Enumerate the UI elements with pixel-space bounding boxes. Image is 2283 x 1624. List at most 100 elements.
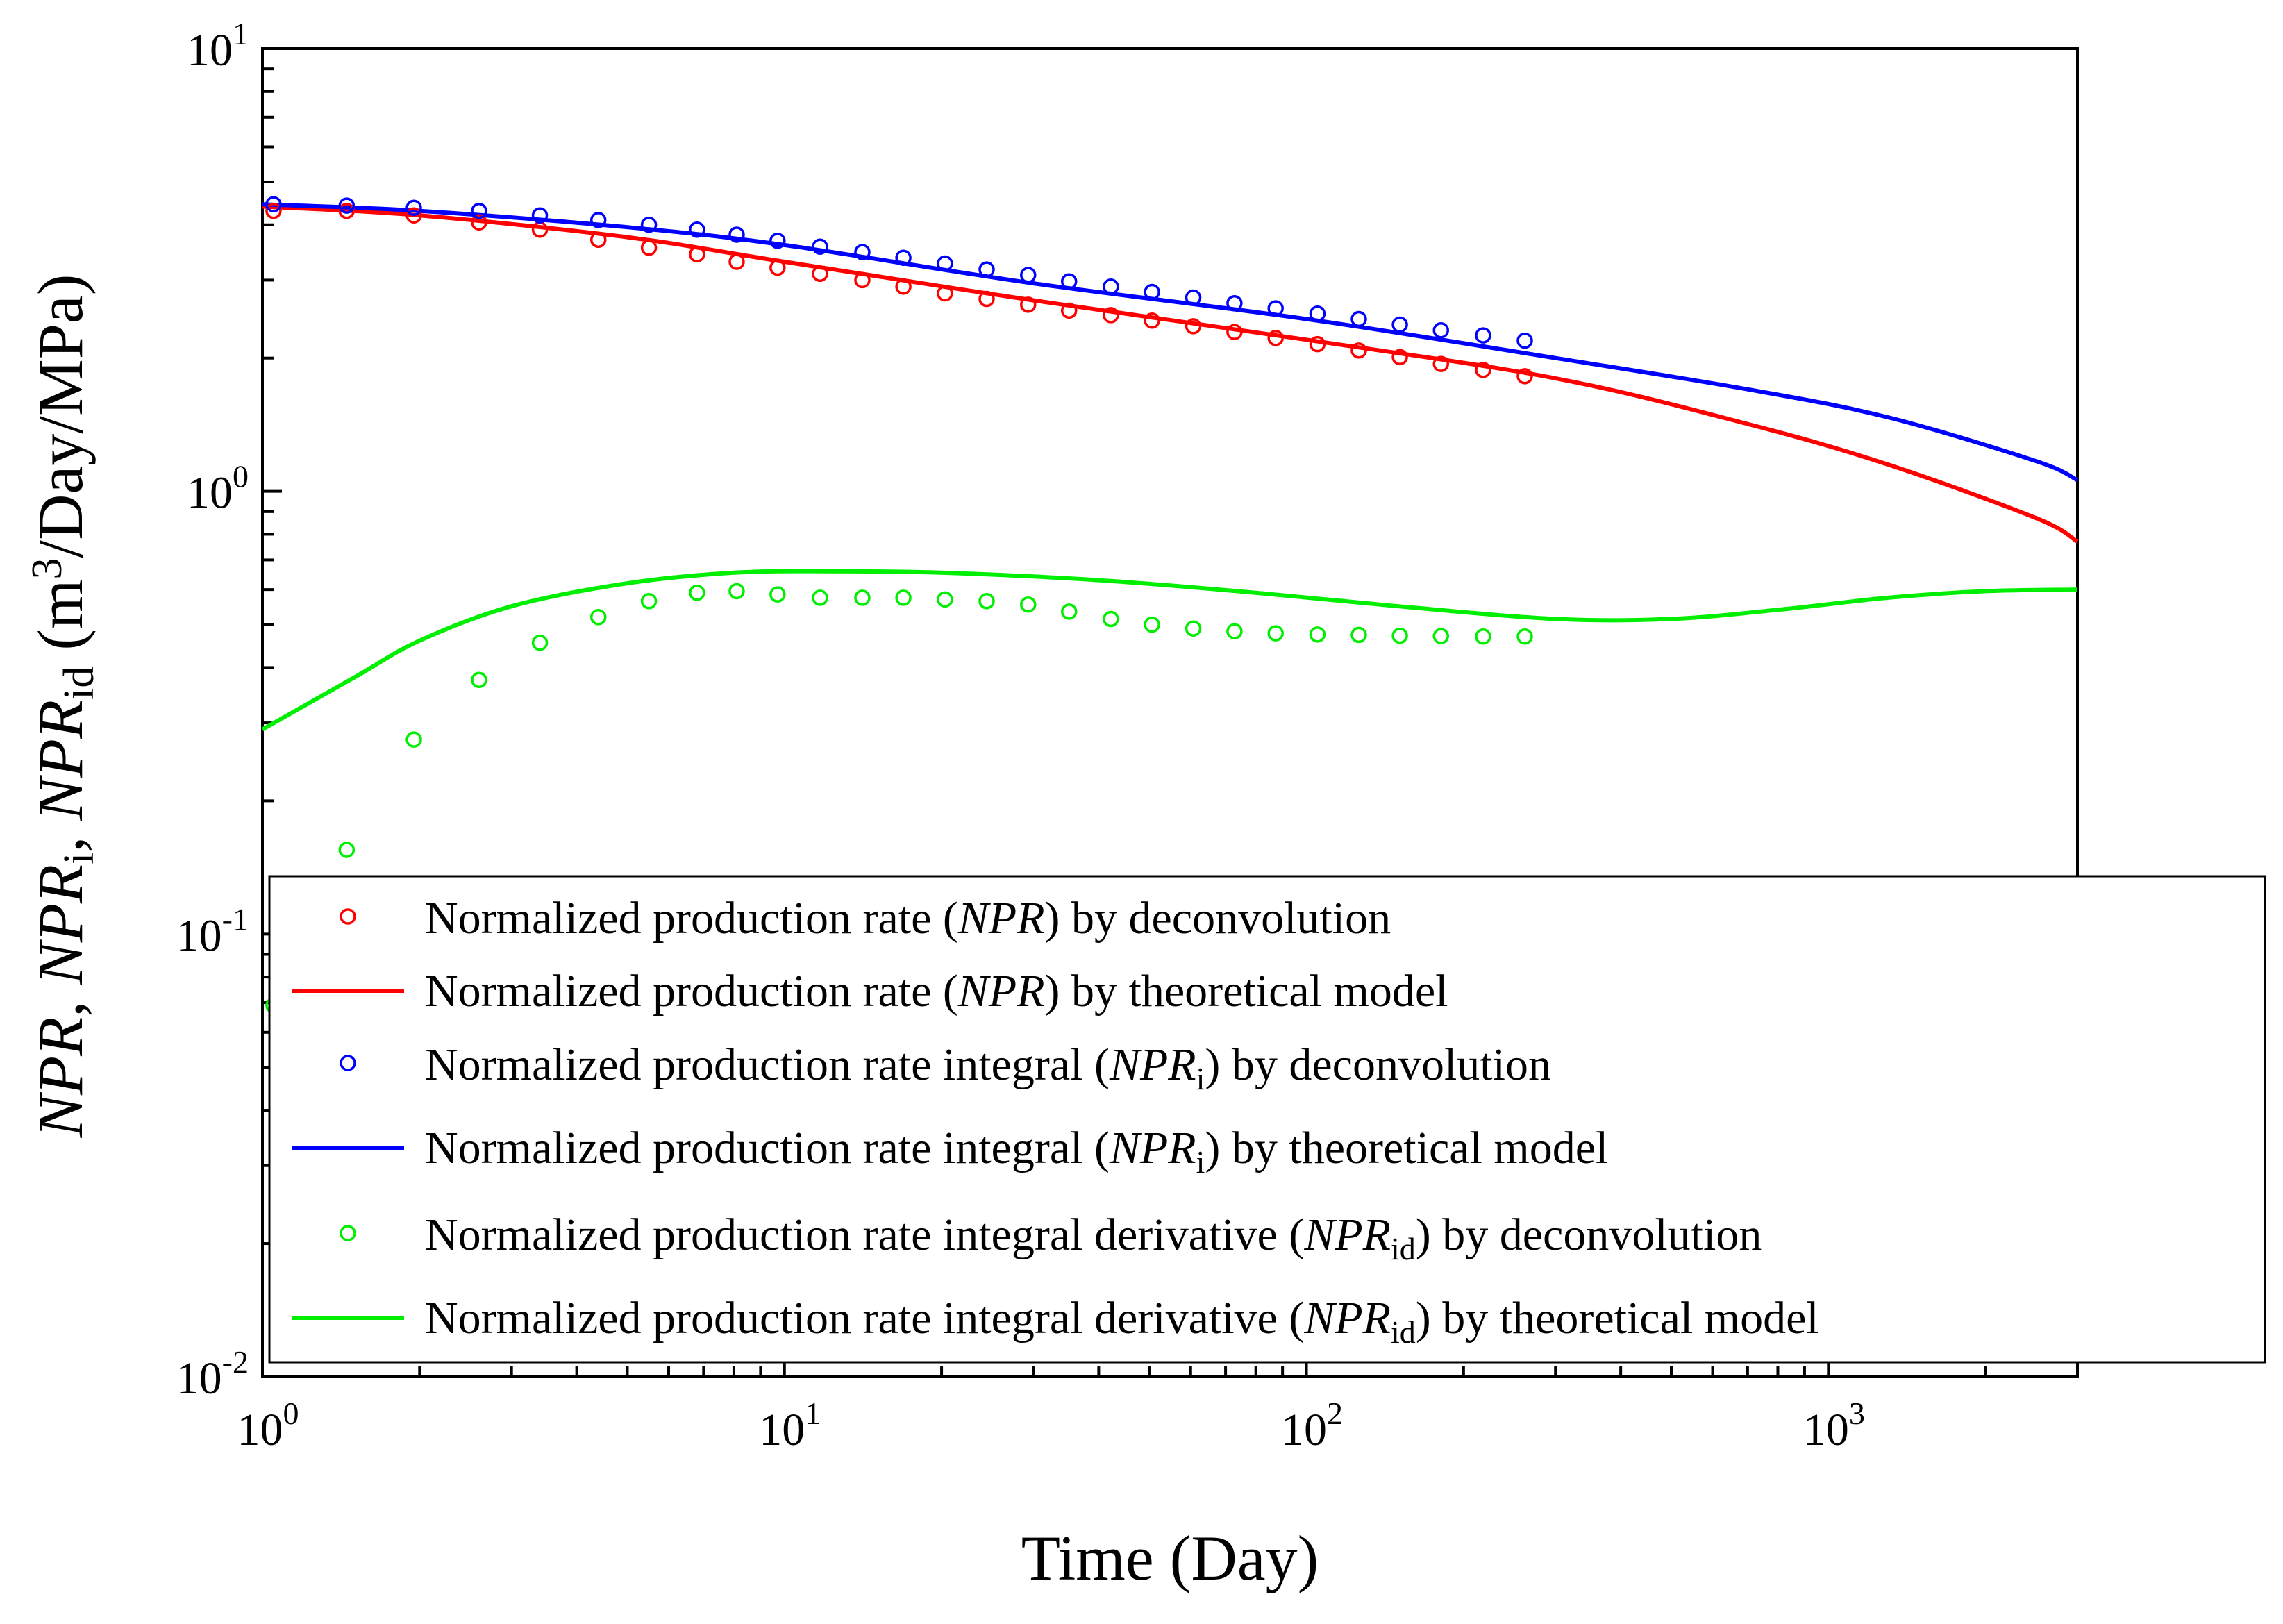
- nprid_dec-point: [1019, 596, 1037, 613]
- y-title-npr-1: NPR: [25, 1017, 96, 1139]
- npr_dec-point: [1391, 349, 1408, 366]
- legend-label-text: Normalized production rate (: [425, 966, 958, 1016]
- npri_dec-point: [405, 199, 422, 217]
- nprid_dec-point: [937, 591, 953, 608]
- legend: Normalized production rate (NPR) by deco…: [268, 875, 2266, 1364]
- nprid_dec-point: [640, 593, 658, 610]
- legend-label-npr: NPR: [957, 893, 1045, 944]
- npr_dec-point: [265, 202, 282, 219]
- y-title-sep-1: ,: [25, 985, 96, 1017]
- nprid_dec-point: [769, 586, 786, 603]
- legend-label-suffix: ) by deconvolution: [1045, 893, 1391, 944]
- npri_dec-point: [1516, 332, 1533, 349]
- legend-box: [268, 875, 2266, 1364]
- npri_dec-point: [1185, 289, 1202, 306]
- nprid_dec-point: [1144, 616, 1160, 633]
- y-tick-label-exponent: 0: [233, 459, 249, 494]
- npri_model-line: [262, 202, 2079, 483]
- legend-label-npr: NPR: [1109, 1039, 1196, 1090]
- npri_dec-point: [1226, 294, 1243, 312]
- legend-label-text: Normalized production rate (: [425, 893, 958, 944]
- nprid_dec-point: [1267, 625, 1284, 642]
- nprid_dec-point: [531, 634, 549, 651]
- legend-label-npr: NPR: [1303, 1293, 1391, 1343]
- x-tick-label-base: 10: [1803, 1405, 1849, 1455]
- x-tick-label-base: 10: [237, 1405, 283, 1455]
- npri_dec-point: [471, 202, 487, 219]
- npri_dec-point: [1144, 283, 1160, 301]
- legend-label-npr: NPR: [1303, 1209, 1391, 1260]
- nprid_dec-point: [589, 609, 607, 626]
- npri_dec-point: [1350, 310, 1367, 328]
- npri_dec-point: [1309, 305, 1326, 322]
- legend-swatch-npri_dec: [340, 1055, 356, 1071]
- y-axis-title: NPR, NPRi, NPRid (m3/Day/MPa): [24, 274, 103, 1139]
- npr_dec-point: [405, 207, 422, 224]
- y-title-npr-3: NPR: [25, 700, 96, 821]
- y-tick-label: 101: [187, 16, 249, 76]
- legend-label-text: Normalized production rate integral deri…: [425, 1293, 1304, 1343]
- y-title-sep-2: ,: [25, 821, 96, 853]
- legend-label-nprid_dec: Normalized production rate integral deri…: [425, 1209, 1762, 1266]
- npr_dec-point: [1309, 335, 1326, 353]
- npr_dec-point: [812, 265, 828, 283]
- plot-frame: [261, 47, 2079, 1378]
- x-tick-label: 103: [1803, 1396, 1865, 1455]
- nprid_dec-point: [1103, 610, 1119, 628]
- y-tick-label-base: 10: [187, 25, 233, 76]
- npri_dec-point: [1267, 300, 1284, 317]
- y-tick-label-base: 10: [176, 1353, 222, 1404]
- x-tick-label-exponent: 0: [283, 1396, 299, 1431]
- npri_dec-point: [338, 197, 356, 214]
- series-points: [265, 196, 1533, 1014]
- npr_dec-point: [978, 290, 995, 308]
- x-tick-label: 100: [237, 1396, 299, 1455]
- legend-label-npri_model: Normalized production rate integral (NPR…: [425, 1123, 1608, 1180]
- nprid_dec-point: [1226, 623, 1243, 639]
- npr_dec-point: [640, 240, 658, 256]
- nprid_dec-point: [1350, 626, 1367, 644]
- npri_dec-point: [531, 207, 549, 224]
- legend-label-text: Normalized production rate integral (: [425, 1123, 1110, 1173]
- y-title-npr-2: NPR: [25, 864, 96, 986]
- legend-label-subscript: id: [1391, 1314, 1416, 1350]
- x-axis-title: Time (Day): [1021, 1523, 1319, 1593]
- nprid_dec-point: [1516, 628, 1533, 645]
- nprid_dec-point: [1185, 620, 1202, 637]
- legend-label-text: Normalized production rate integral deri…: [425, 1209, 1304, 1260]
- npr_dec-point: [854, 271, 871, 289]
- nprid_dec-point: [338, 842, 356, 858]
- nprid_model-line: [261, 569, 2078, 732]
- y-title-sub-i: i: [56, 853, 103, 864]
- y-title-unit-1: (m: [25, 579, 96, 666]
- npri_dec-point: [640, 217, 658, 233]
- y-title-sub-id: id: [56, 667, 103, 700]
- legend-label-npr_dec: Normalized production rate (NPR) by deco…: [425, 893, 1391, 944]
- legend-label-npr_model: Normalized production rate (NPR) by theo…: [425, 966, 1448, 1016]
- y-title-sup-3: 3: [24, 558, 71, 579]
- nprid_dec-point: [1309, 626, 1326, 643]
- legend-label-npr: NPR: [957, 966, 1045, 1016]
- npri_dec-point: [1475, 327, 1491, 344]
- y-tick-label-exponent: -2: [222, 1344, 249, 1380]
- y-tick-label-base: 10: [187, 468, 233, 519]
- legend-items: Normalized production rate (NPR) by deco…: [292, 893, 1819, 1350]
- npr_dec-point: [471, 214, 487, 231]
- npri_dec-point: [812, 238, 828, 255]
- legend-label-subscript: i: [1196, 1061, 1205, 1096]
- legend-swatch-npr_dec: [340, 908, 356, 925]
- npri_dec-point: [854, 244, 871, 260]
- nprid_dec-point: [1475, 628, 1491, 645]
- npri_dec-point: [1432, 322, 1450, 339]
- npri_dec-point: [1060, 273, 1078, 290]
- npr_dec-point: [1475, 362, 1491, 378]
- npr_dec-point: [937, 285, 953, 302]
- y-tick-label-base: 10: [176, 910, 222, 961]
- x-tick-label-base: 10: [1281, 1405, 1327, 1455]
- npr_dec-point: [1144, 312, 1160, 329]
- legend-label-suffix: ) by theoretical model: [1205, 1123, 1608, 1173]
- nprid_dec-point: [1432, 628, 1450, 644]
- nprid_dec-point: [812, 589, 828, 606]
- npri_dec-point: [769, 233, 786, 249]
